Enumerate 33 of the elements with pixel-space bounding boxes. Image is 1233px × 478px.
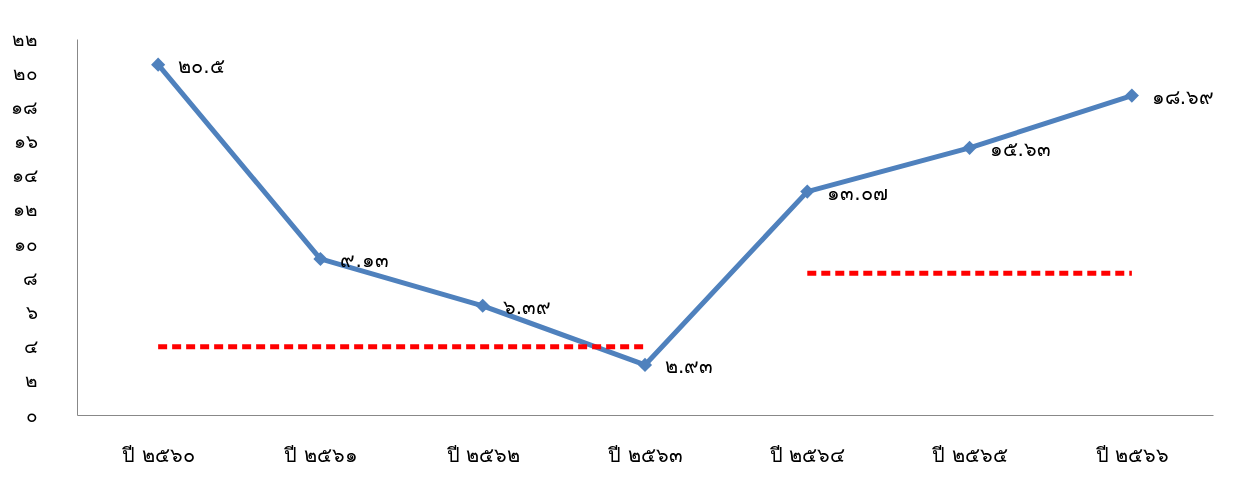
y-tick-label: ๘ [22, 266, 38, 289]
data-label: ๑๘.๖๙ [1151, 84, 1215, 109]
x-tick-label: ปี ๒๕๖๓ [608, 442, 683, 467]
y-tick-label: ๖ [25, 300, 38, 323]
point [475, 298, 490, 313]
x-tick-label: ปี ๒๕๖๐ [122, 442, 195, 467]
y-tick-label: ๐ [25, 403, 38, 426]
y-tick-label: ๒๒ [11, 27, 38, 50]
y-tick-label: ๑๖ [13, 130, 38, 153]
y-tick-label: ๔ [23, 335, 38, 358]
x-tick-label: ปี ๒๕๖๑ [284, 442, 358, 467]
point [313, 251, 328, 267]
x-tick-label: ปี ๒๕๖๖ [1095, 442, 1170, 467]
y-tick-label: ๑๐ [13, 232, 38, 255]
point [1124, 88, 1139, 103]
data-label: ๒๐.๕ [178, 53, 225, 78]
y-tick-label: ๑๒ [12, 198, 38, 221]
y-tick-label: ๒ [24, 369, 38, 392]
point [800, 184, 815, 199]
data-label: ๙.๑๓ [340, 247, 389, 272]
y-tick-label: ๑๘ [10, 95, 38, 118]
data-label: ๒.๙๓ [665, 353, 714, 378]
y-tick-label: ๑๔ [11, 164, 38, 187]
data-label: ๑๓.๐๗ [827, 180, 888, 205]
x-tick-label: ปี ๒๕๖๕ [932, 442, 1008, 467]
x-tick-label: ปี ๒๕๖๔ [770, 442, 846, 467]
point [637, 357, 653, 372]
y-tick-label: ๒๐ [12, 61, 38, 84]
data-label: ๖.๓๙ [502, 294, 552, 319]
x-tick-label: ปี ๒๕๖๒ [446, 442, 520, 467]
point [962, 140, 977, 155]
point [151, 57, 166, 72]
data-label: ๑๕.๖๓ [989, 136, 1051, 161]
